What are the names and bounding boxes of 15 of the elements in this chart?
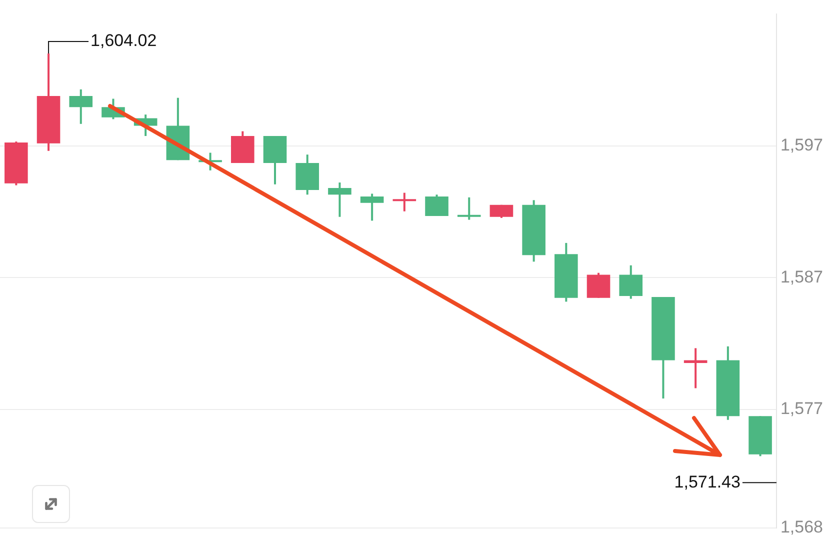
- candlestick: [586, 272, 610, 299]
- candlestick: [360, 192, 384, 222]
- y-tick-label: 1,568: [780, 517, 824, 536]
- y-tick-label: 1,587: [780, 267, 824, 286]
- candlestick: [619, 264, 643, 300]
- candlestick: [392, 192, 416, 212]
- y-tick-label: 1,597: [780, 136, 824, 155]
- ref-line-label: 1,571.43: [674, 472, 740, 492]
- candlestick: [490, 204, 514, 219]
- candlestick: [328, 182, 352, 218]
- annotation: 1,604.02: [90, 31, 157, 50]
- candlestick: [457, 196, 481, 221]
- y-tick-label: 1,577: [780, 398, 824, 418]
- candlestick: [425, 194, 448, 217]
- candlestick: [69, 88, 93, 125]
